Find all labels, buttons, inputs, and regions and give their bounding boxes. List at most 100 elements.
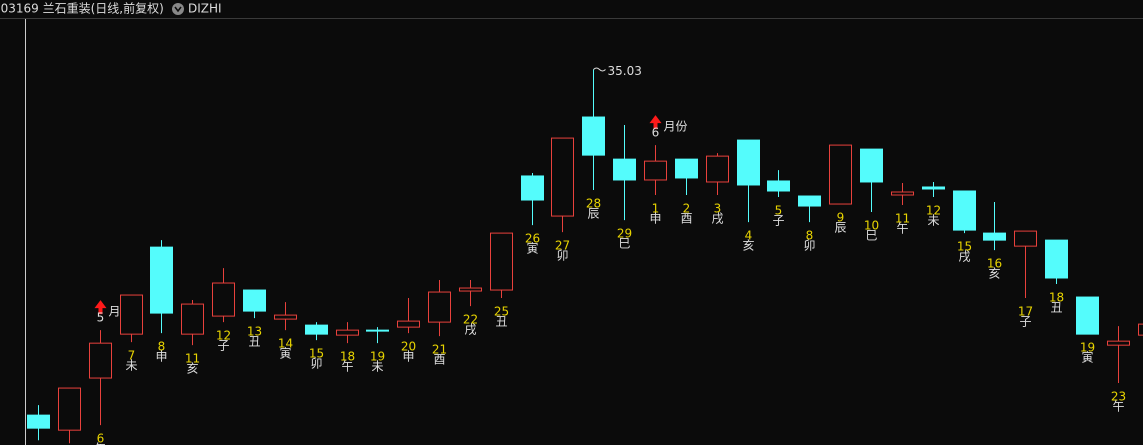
x-tick-label: 16	[987, 257, 1002, 271]
candle-body	[922, 186, 945, 190]
x-tick-label: 20	[401, 340, 416, 354]
candle-body	[798, 195, 821, 207]
candle-body	[860, 148, 883, 183]
candle-body	[120, 294, 143, 335]
branch-label: 戌	[711, 212, 723, 226]
x-tick-label: 23	[1111, 390, 1126, 404]
x-tick-label: 19	[370, 350, 385, 364]
x-tick-label: 1	[652, 202, 660, 216]
candle-body	[397, 320, 420, 328]
branch-label: 申	[649, 212, 661, 226]
candle-body	[58, 387, 81, 431]
candle-body	[27, 414, 50, 429]
branch-label: 丑	[248, 335, 260, 349]
branch-label: 午	[94, 442, 106, 445]
candle-body	[243, 289, 266, 312]
candle-body	[613, 158, 636, 181]
candle-body	[706, 155, 729, 183]
branch-label: 寅	[279, 346, 291, 361]
max-label-leader	[593, 67, 606, 72]
branch-label: 戌	[464, 323, 476, 337]
x-tick-label: 29	[617, 227, 632, 241]
candle-body	[1076, 296, 1099, 335]
candle-body	[891, 191, 914, 196]
x-tick-label: 17	[1018, 305, 1033, 319]
branch-label: 戌	[958, 250, 970, 264]
candle-body	[1138, 323, 1143, 336]
branch-label: 卯	[556, 249, 568, 263]
x-tick-label: 11	[895, 212, 910, 226]
candle-body	[983, 232, 1006, 241]
branch-label: 亥	[186, 362, 198, 376]
candle-body	[767, 180, 790, 192]
branch-label: 卯	[310, 357, 322, 371]
x-tick-label: 4	[745, 229, 753, 243]
candle-body	[150, 246, 173, 314]
x-tick-label: 27	[555, 239, 570, 253]
month-marker	[94, 300, 107, 315]
x-tick-label: 14	[278, 337, 293, 351]
candle-body	[490, 232, 513, 291]
branch-label: 寅	[1081, 350, 1093, 365]
candle-body	[953, 190, 976, 231]
x-tick-label: 10	[864, 219, 879, 233]
candle-body	[366, 329, 389, 332]
x-tick-label: 22	[463, 313, 478, 327]
x-tick-label: 28	[586, 197, 601, 211]
branch-label: 卯	[803, 239, 815, 253]
branch-label: 午	[896, 222, 908, 236]
candle-body	[181, 303, 204, 335]
candle-body	[521, 175, 544, 201]
candle-body	[675, 158, 698, 179]
x-tick-label: 5	[775, 204, 783, 218]
x-tick-label: 12	[926, 204, 941, 218]
candle-body	[274, 314, 297, 320]
candle-body	[212, 282, 235, 317]
x-tick-label: 18	[1049, 291, 1064, 305]
x-tick-label: 12	[216, 329, 231, 343]
x-tick-label: 26	[525, 232, 540, 246]
month-suffix: 月份	[664, 120, 688, 134]
candle-body	[737, 139, 760, 186]
branch-label: 未	[927, 214, 939, 228]
branch-label: 申	[155, 350, 167, 364]
branch-label: 未	[125, 359, 137, 373]
branch-label: 子	[217, 339, 229, 353]
branch-label: 午	[1112, 400, 1124, 414]
x-tick-label: 3	[714, 202, 722, 216]
branch-label: 未	[371, 360, 383, 374]
branch-label: 亥	[988, 267, 1000, 281]
x-tick-label: 15	[309, 347, 324, 361]
candle-body	[1107, 340, 1130, 346]
candle-body	[459, 287, 482, 292]
branch-label: 辰	[587, 207, 599, 221]
candle-body	[336, 329, 359, 336]
chart-title: 603169 兰石重装(日线,前复权)	[0, 1, 164, 16]
branch-label: 亥	[742, 239, 754, 253]
x-tick-label: 13	[247, 325, 262, 339]
x-tick-label: 7	[128, 349, 136, 363]
month-marker	[649, 115, 662, 130]
branch-label: 巳	[618, 237, 630, 251]
x-tick-label: 25	[494, 305, 509, 319]
x-tick-label: 18	[340, 350, 355, 364]
indicator-name[interactable]: DIZHI	[188, 2, 222, 16]
branch-label: 申	[402, 350, 414, 364]
branch-label: 午	[341, 360, 353, 374]
x-tick-label: 9	[837, 211, 845, 225]
candle-body	[551, 137, 574, 217]
branch-label: 酉	[433, 353, 445, 367]
indicator-icon-arrow	[174, 6, 182, 13]
x-tick-label: 8	[806, 229, 814, 243]
x-tick-label: 6	[97, 432, 105, 445]
indicator-icon[interactable]	[172, 3, 184, 15]
x-tick-label: 15	[957, 240, 972, 254]
month-number: 5	[97, 311, 105, 325]
candle-body	[305, 324, 328, 335]
candle-body	[1014, 230, 1037, 247]
branch-label: 辰	[834, 221, 846, 235]
candle-body	[428, 291, 451, 323]
x-tick-label: 21	[432, 343, 447, 357]
branch-label: 丑	[495, 315, 507, 329]
